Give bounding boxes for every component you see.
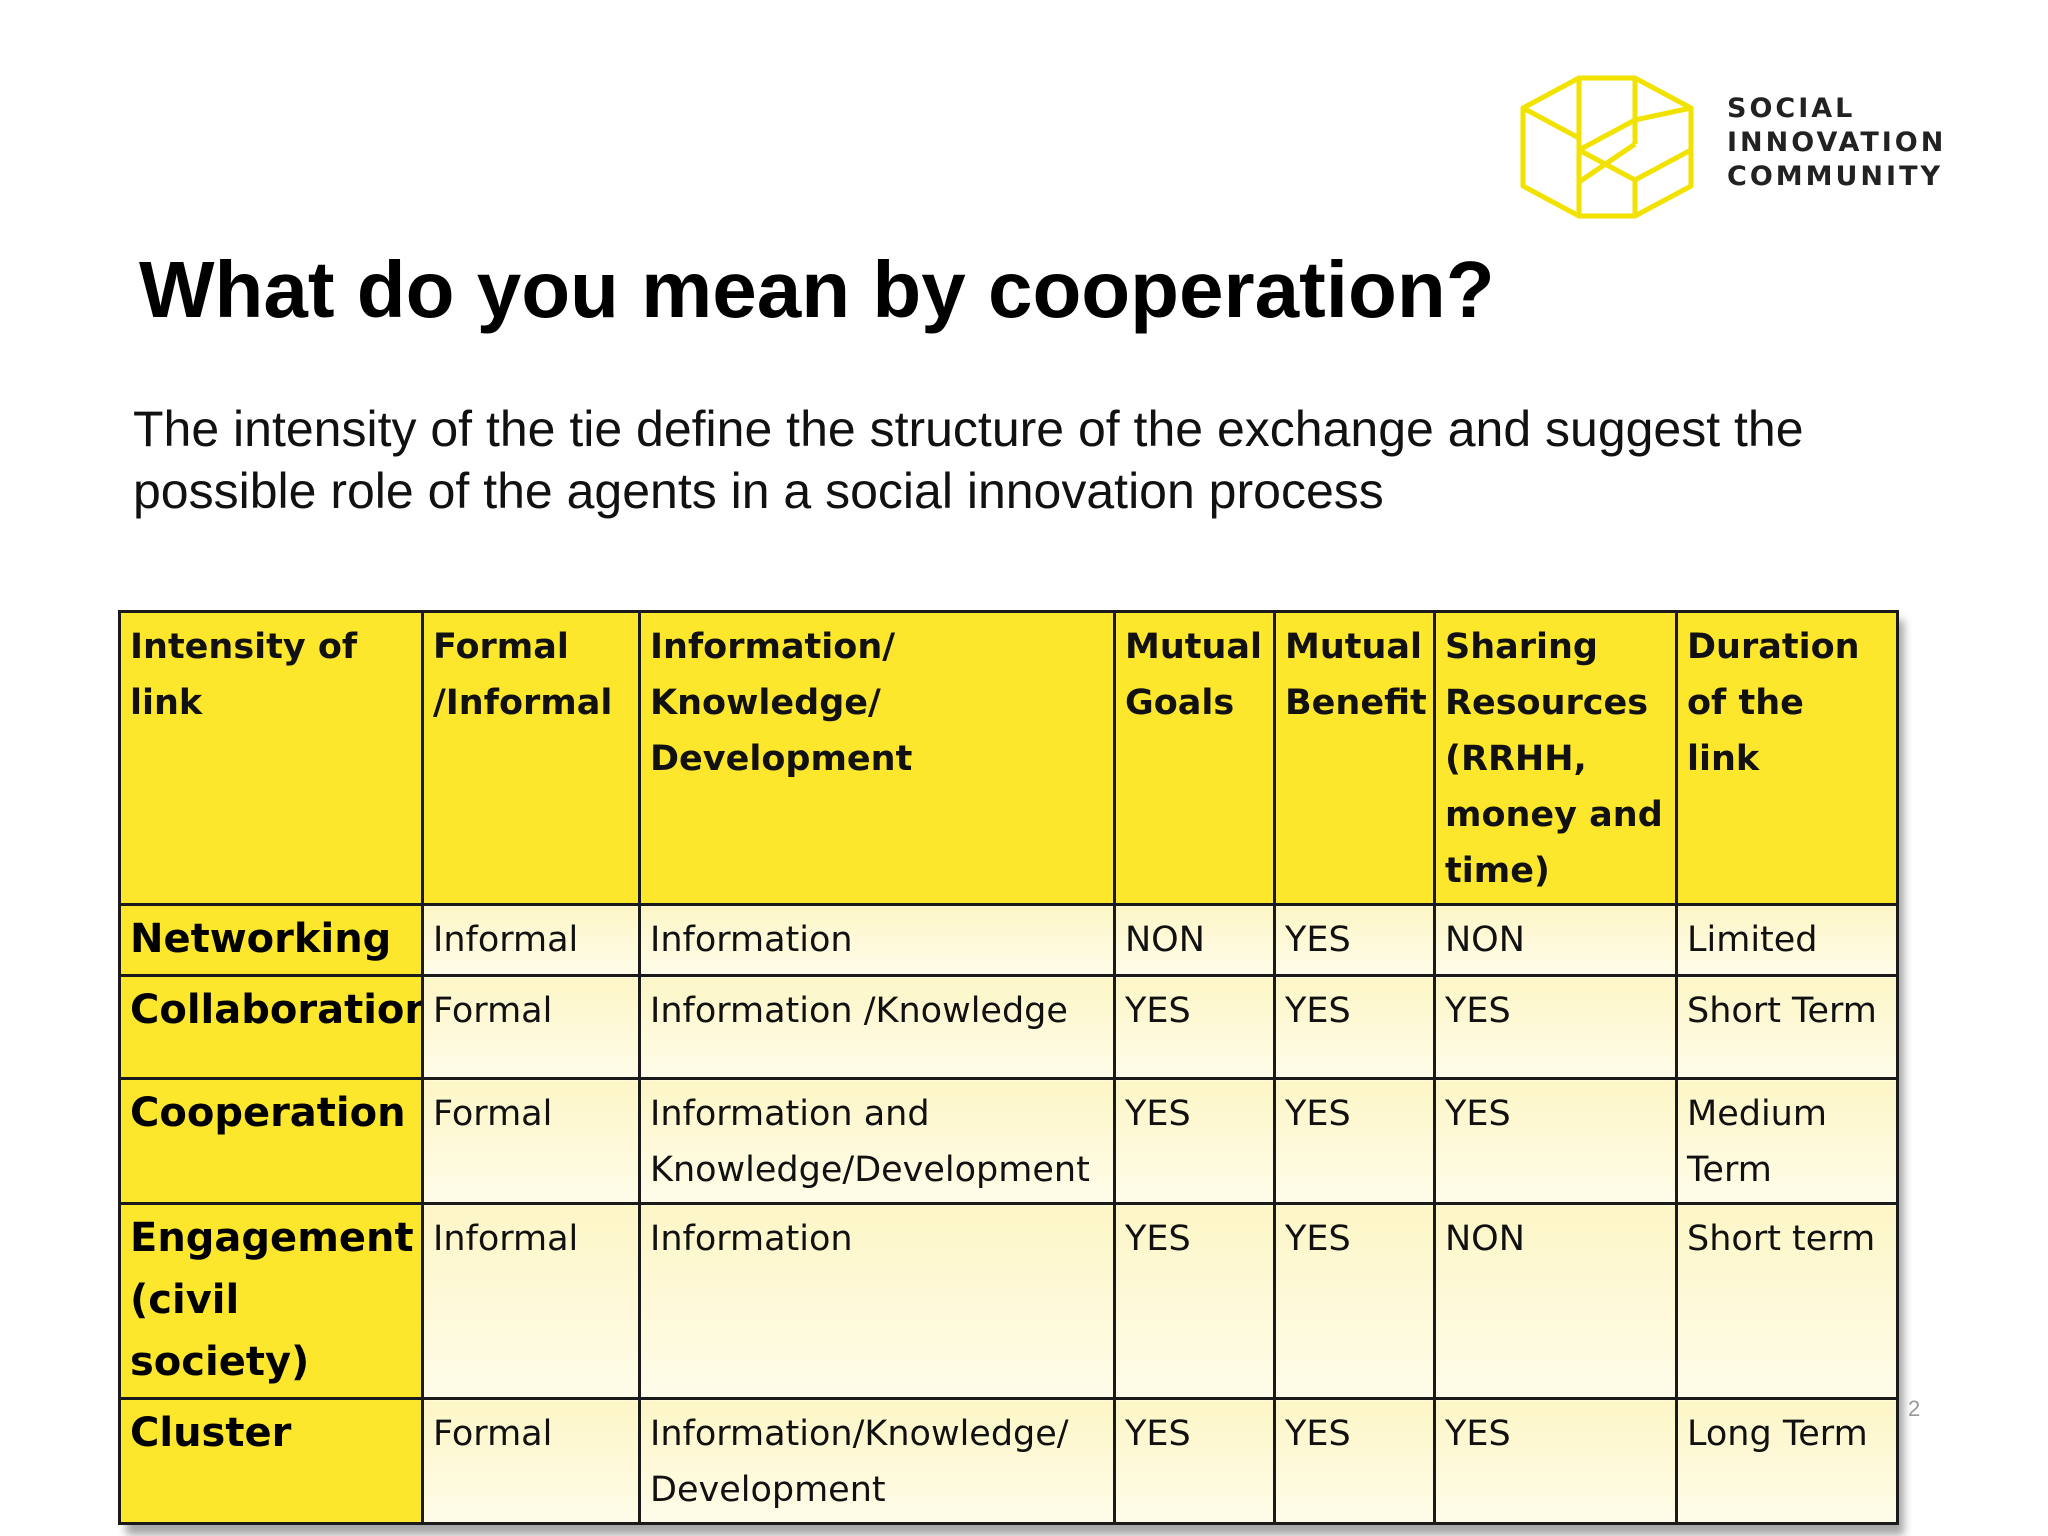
table-cell: YES xyxy=(1273,1397,1436,1525)
link-intensity-table: Intensity of link Formal /Informal Infor… xyxy=(118,610,1899,1525)
table-cell: YES xyxy=(1433,974,1678,1080)
hexagon-cube-icon xyxy=(1520,75,1694,219)
header-mutual-goals: Mutual Goals xyxy=(1113,610,1276,906)
table-cell: Information xyxy=(638,1202,1116,1400)
table-cell: YES xyxy=(1433,1077,1678,1205)
table-cell: Information/Knowledge/ Development xyxy=(638,1397,1116,1525)
table-cell: Limited xyxy=(1675,903,1899,977)
table-cell: YES xyxy=(1273,1077,1436,1205)
logo: SOCIAL INNOVATION COMMUNITY xyxy=(1515,72,1943,222)
header-mutual-benefit: Mutual Benefit xyxy=(1273,610,1436,906)
table-cell: YES xyxy=(1273,974,1436,1080)
logo-wordmark: SOCIAL INNOVATION COMMUNITY xyxy=(1727,92,1946,194)
cooperation-table: Intensity of link Formal /Informal Infor… xyxy=(118,610,1899,1525)
row-label: Engagement (civil society) xyxy=(118,1202,424,1400)
logo-line-2: INNOVATION xyxy=(1727,127,1947,158)
header-formal: Formal /Informal xyxy=(421,610,641,906)
table-cell: Long Term xyxy=(1675,1397,1899,1525)
table-cell: YES xyxy=(1113,1202,1276,1400)
table-row: Cooperation Formal Information and Knowl… xyxy=(118,1077,1899,1205)
table-cell: Formal xyxy=(421,1077,641,1205)
row-label: Networking xyxy=(118,903,424,977)
slide-subtitle: The intensity of the tie define the stru… xyxy=(133,401,1804,519)
table-cell: YES xyxy=(1113,1397,1276,1525)
page-number: 2 xyxy=(1908,1396,1921,1421)
header-sharing-resources: Sharing Resources (RRHH, money and time) xyxy=(1433,610,1678,906)
table-cell: Formal xyxy=(421,974,641,1080)
table-row: Cluster Formal Information/Knowledge/ De… xyxy=(118,1397,1899,1525)
header-intensity: Intensity of link xyxy=(118,610,424,906)
table-cell: Information and Knowledge/Development xyxy=(638,1077,1116,1205)
table-cell: Informal xyxy=(421,1202,641,1400)
table-row: Collaboration Formal Information /Knowle… xyxy=(118,974,1899,1080)
table-cell: Short Term xyxy=(1675,974,1899,1080)
table-cell: YES xyxy=(1113,974,1276,1080)
table-cell: Information xyxy=(638,903,1116,977)
table-cell: Formal xyxy=(421,1397,641,1525)
table-cell: Medium Term xyxy=(1675,1077,1899,1205)
header-information: Information/ Knowledge/ Development xyxy=(638,610,1116,906)
logo-line-3: COMMUNITY xyxy=(1727,161,1944,192)
slide-title: What do you mean by cooperation? xyxy=(139,245,1495,334)
table-cell: YES xyxy=(1433,1397,1678,1525)
row-label: Cluster xyxy=(118,1397,424,1525)
table-cell: NON xyxy=(1433,1202,1678,1400)
table-cell: NON xyxy=(1113,903,1276,977)
row-label: Collaboration xyxy=(118,974,424,1080)
table-header-row: Intensity of link Formal /Informal Infor… xyxy=(118,610,1899,906)
table-cell: YES xyxy=(1273,903,1436,977)
table-cell: Short term xyxy=(1675,1202,1899,1400)
table-row: Networking Informal Information NON YES … xyxy=(118,903,1899,977)
table-row: Engagement (civil society) Informal Info… xyxy=(118,1202,1899,1400)
table-cell: YES xyxy=(1113,1077,1276,1205)
logo-line-1: SOCIAL xyxy=(1727,93,1856,124)
table-cell: Information /Knowledge xyxy=(638,974,1116,1080)
table-cell: YES xyxy=(1273,1202,1436,1400)
header-duration: Duration of the link xyxy=(1675,610,1899,906)
table-cell: Informal xyxy=(421,903,641,977)
table-cell: NON xyxy=(1433,903,1678,977)
row-label: Cooperation xyxy=(118,1077,424,1205)
